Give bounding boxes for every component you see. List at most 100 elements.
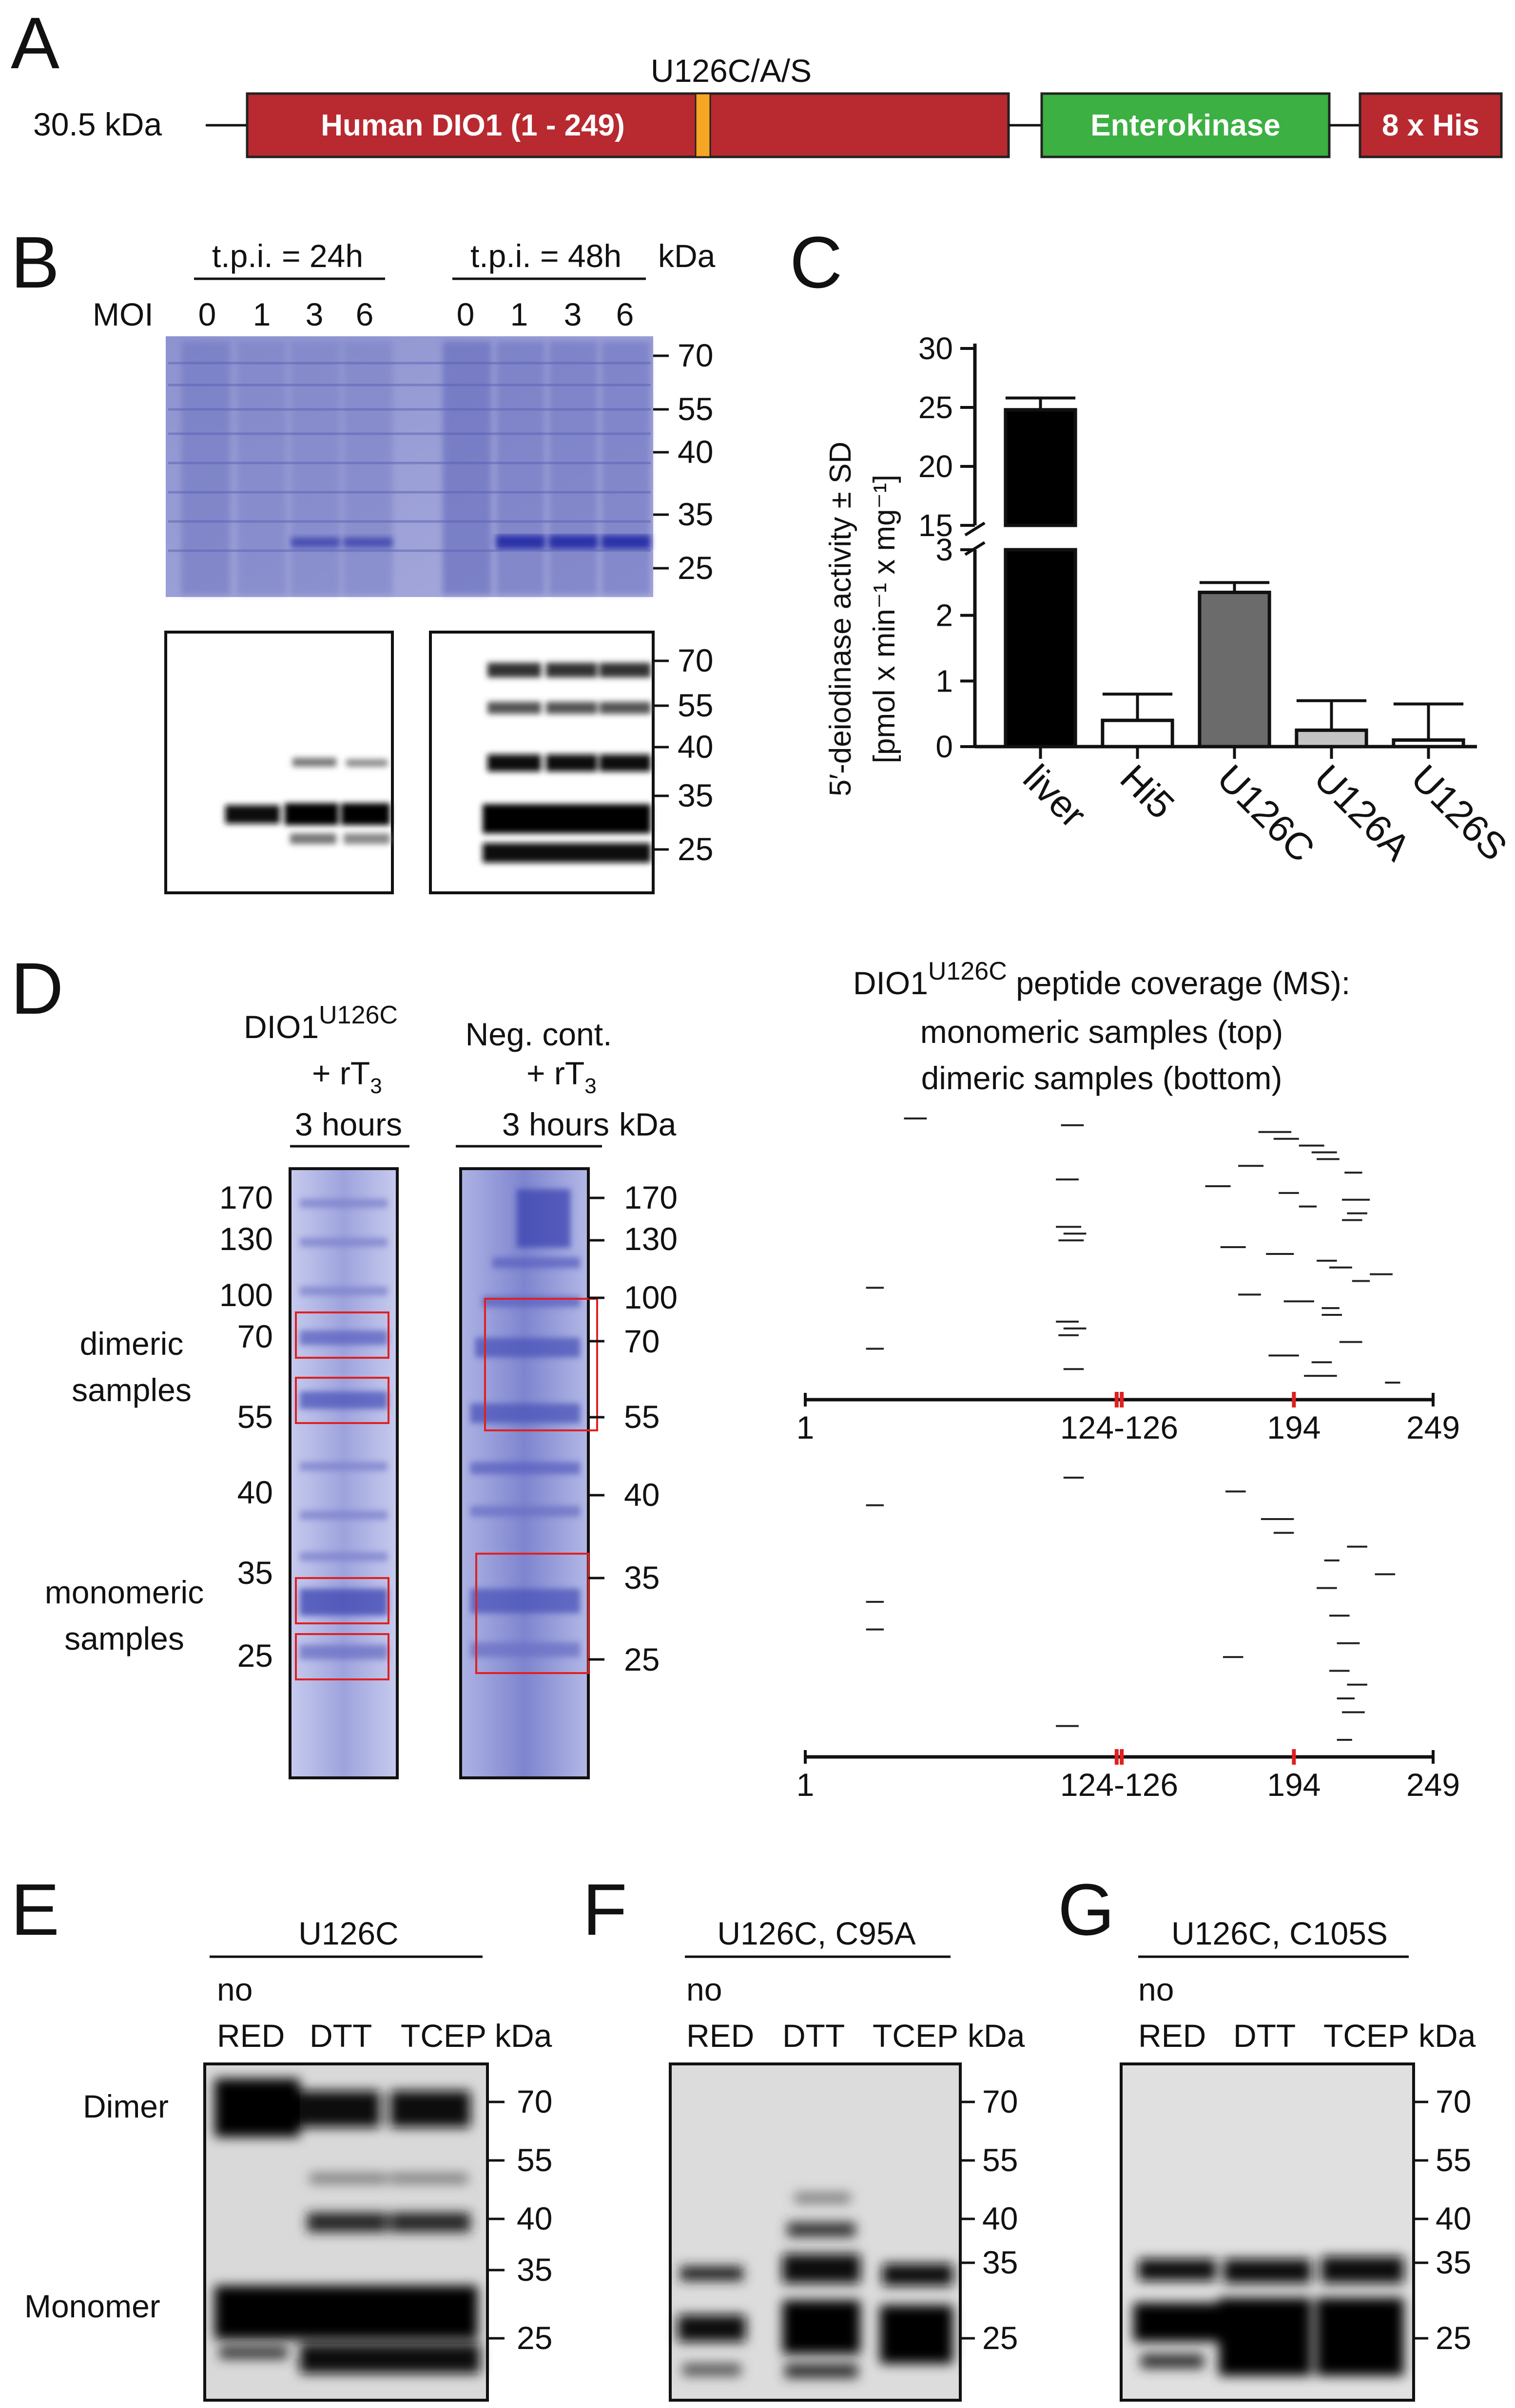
monomer-label: Monomer xyxy=(24,2288,160,2324)
marker-e: 70 xyxy=(517,2083,552,2119)
dimeric-label-1: dimeric xyxy=(80,1326,184,1362)
chart-x-tick-label: U126C xyxy=(1209,756,1323,870)
marker-d-right: 130 xyxy=(624,1221,678,1257)
lane2-header-line1: Neg. cont. xyxy=(466,1016,612,1052)
gel-e-no: no xyxy=(217,1971,252,2007)
coverage-axis-label: 1 xyxy=(796,1409,815,1445)
gel-g-cond: RED xyxy=(1138,2018,1206,2054)
gel-b: t.p.i. = 24h t.p.i. = 48h kDa MOI 0 1 3 … xyxy=(93,238,716,894)
panel-label-b: B xyxy=(11,221,59,303)
marker-e: 55 xyxy=(517,2142,552,2178)
coverage-axis-label: 194 xyxy=(1267,1767,1321,1803)
kda-label-b: kDa xyxy=(658,238,716,274)
panel-label-a: A xyxy=(11,2,59,84)
marker-b-top: 70 xyxy=(678,337,713,373)
bar xyxy=(1004,408,1077,527)
coverage-axis-label: 124-126 xyxy=(1060,1767,1178,1803)
monomeric-label-1: monomeric xyxy=(45,1574,204,1610)
marker-d-right: 100 xyxy=(624,1279,678,1315)
marker-f: 40 xyxy=(982,2200,1018,2236)
gel-g-kda: kDa xyxy=(1418,2018,1476,2054)
bar xyxy=(1392,738,1465,749)
sec126-site xyxy=(695,93,711,158)
coverage-axis-label: 1 xyxy=(796,1767,815,1803)
dio1-domain-label: Human DIO1 (1 - 249) xyxy=(321,109,625,142)
marker-d-left: 35 xyxy=(237,1555,273,1591)
marker-f: 55 xyxy=(982,2142,1018,2178)
peptide-coverage: DIO1U126C peptide coverage (MS): monomer… xyxy=(796,957,1460,1803)
gel-g-title: U126C, C105S xyxy=(1171,1915,1388,1951)
marker-ticks-b-bottom xyxy=(653,659,669,851)
gel-f-cond: RED xyxy=(686,2018,754,2054)
panel-label-d: D xyxy=(11,947,63,1029)
gel-g: U126C, C105S no RED DTT TCEP kDa 70 55 4… xyxy=(1120,1915,1476,2402)
marker-b-bottom: 35 xyxy=(678,777,713,813)
marker-e: 35 xyxy=(517,2252,552,2288)
moi-value: 3 xyxy=(564,296,582,332)
marker-d-left: 55 xyxy=(237,1399,273,1435)
coverage-line2: monomeric samples (top) xyxy=(920,1014,1283,1050)
marker-d-right: 170 xyxy=(624,1179,678,1215)
marker-d-right: 25 xyxy=(624,1641,660,1677)
gel-d: DIO1U126C + rT3 3 hours Neg. cont. + rT3… xyxy=(45,1001,678,1779)
coverage-title: DIO1U126C peptide coverage (MS): xyxy=(853,957,1350,1001)
western-48h-bands xyxy=(483,663,651,863)
marker-d-right: 35 xyxy=(624,1560,660,1596)
marker-g: 55 xyxy=(1436,2142,1471,2178)
enterokinase-label: Enterokinase xyxy=(1090,109,1280,142)
marker-e: 25 xyxy=(517,2320,552,2356)
tpi-24h-label: t.p.i. = 24h xyxy=(212,238,363,274)
chart-y-tick-label: 0 xyxy=(935,729,953,764)
gel-g-cond: TCEP xyxy=(1323,2018,1409,2054)
marker-f: 35 xyxy=(982,2244,1018,2280)
moi-label: MOI xyxy=(93,296,154,332)
gel-e-kda: kDa xyxy=(495,2018,552,2054)
dimer-label: Dimer xyxy=(83,2088,169,2124)
panel-label-e: E xyxy=(11,1869,59,1950)
lane1-header-line3: 3 hours xyxy=(295,1106,402,1142)
moi-value: 6 xyxy=(356,296,374,332)
chart-y-tick-label: 1 xyxy=(935,663,953,698)
marker-b-top: 25 xyxy=(678,550,713,586)
mutation-label: U126C/A/S xyxy=(651,53,812,89)
western-24h-bands xyxy=(225,758,390,844)
marker-ticks-e xyxy=(487,2100,505,2340)
coomassie-band-texture xyxy=(168,362,651,552)
axis-break-mark xyxy=(964,521,986,537)
gel-f-cond: DTT xyxy=(782,2018,845,2054)
marker-f: 70 xyxy=(982,2083,1018,2119)
moi-value: 1 xyxy=(253,296,271,332)
marker-d-left: 170 xyxy=(219,1179,273,1215)
coverage-axis-label: 249 xyxy=(1406,1409,1460,1445)
marker-b-bottom: 55 xyxy=(678,687,713,723)
marker-g: 40 xyxy=(1436,2200,1471,2236)
lane1-header-line2: + rT3 xyxy=(312,1055,382,1098)
marker-d-right: 55 xyxy=(624,1399,660,1435)
coverage-axis-label: 124-126 xyxy=(1060,1409,1178,1445)
excised-boxes-dio1 xyxy=(295,1311,389,1680)
chart-y-tick-label: 3 xyxy=(935,532,953,567)
marker-ticks-g xyxy=(1414,2100,1428,2340)
panel-label-c: C xyxy=(790,221,842,303)
chart-y-tick-label: 20 xyxy=(918,449,953,484)
chart-y-tick-label: 30 xyxy=(918,331,953,366)
marker-d-right: 70 xyxy=(624,1323,660,1359)
gel-e-cond: DTT xyxy=(310,2018,372,2054)
kda-label-d: kDa xyxy=(619,1106,677,1142)
chart-x-tick-label: liver xyxy=(1015,756,1094,836)
bar xyxy=(1004,548,1077,749)
marker-d-left: 25 xyxy=(237,1637,273,1674)
gel-f-kda: kDa xyxy=(968,2018,1025,2054)
chart-x-tick-label: Hi5 xyxy=(1112,756,1183,827)
marker-ticks-d xyxy=(588,1196,604,1661)
lane2-header-line2: + rT3 xyxy=(526,1055,597,1098)
gel-f-no: no xyxy=(686,1971,722,2007)
dimeric-label-2: samples xyxy=(72,1372,192,1408)
coverage-axis-label: 194 xyxy=(1267,1409,1321,1445)
panel-label-f: F xyxy=(583,1869,627,1950)
marker-g: 25 xyxy=(1436,2320,1471,2356)
marker-b-bottom: 25 xyxy=(678,831,713,867)
excised-boxes-neg xyxy=(475,1298,598,1674)
moi-value: 0 xyxy=(457,296,475,332)
